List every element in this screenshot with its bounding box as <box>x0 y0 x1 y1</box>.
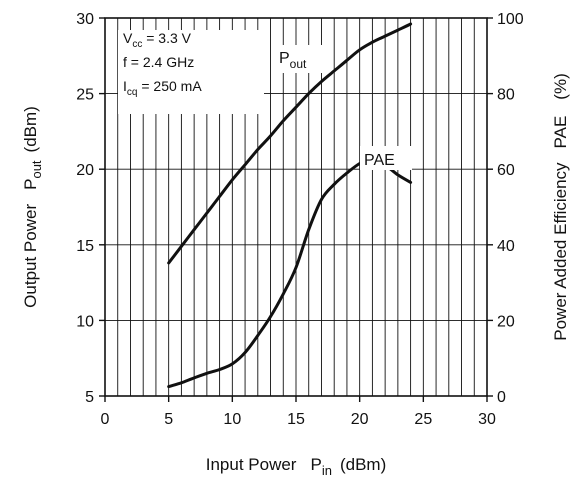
x-tick-label: 15 <box>287 411 305 428</box>
pout-series-label: Pout <box>279 50 307 71</box>
y-right-tick-label: 40 <box>497 238 515 255</box>
condition-vcc-sub: cc <box>132 39 142 50</box>
x-axis-title-symbol: P <box>310 455 321 474</box>
condition-vcc: Vcc = 3.3 V <box>123 30 192 50</box>
condition-icq-symbol: I <box>123 78 127 94</box>
pout-label-symbol: P <box>279 50 290 67</box>
y-left-tick-label: 30 <box>76 11 94 28</box>
x-tick-label: 30 <box>478 411 496 428</box>
condition-icq-sub: cq <box>127 87 138 98</box>
y-right-tick-label: 60 <box>497 162 515 179</box>
y-right-axis-title-unit: (%) <box>551 73 570 99</box>
condition-freq: f = 2.4 GHz <box>123 54 194 70</box>
pout-series-line <box>167 22 413 265</box>
condition-vcc-value: = 3.3 V <box>142 30 191 46</box>
y-right-axis-title: Power Added Efficiency PAE (%) <box>551 73 570 341</box>
condition-freq-value: = 2.4 GHz <box>127 54 194 70</box>
y-right-tick-label: 20 <box>497 313 515 330</box>
pae-label-group: PAE <box>360 146 412 170</box>
condition-icq: Icq = 250 mA <box>123 78 202 98</box>
y-right-axis-title-symbol: PAE <box>551 116 570 149</box>
pae-series-line <box>167 158 413 389</box>
y-right-axis-title-text: Power Added Efficiency <box>551 162 570 341</box>
x-axis-title-unit: (dBm) <box>340 455 386 474</box>
pae-series-label: PAE <box>364 152 395 169</box>
y-left-tick-label: 20 <box>76 162 94 179</box>
x-tick-label: 10 <box>223 411 241 428</box>
x-axis-title: Input Power Pin (dBm) <box>206 455 386 478</box>
x-tick-label: 20 <box>351 411 369 428</box>
condition-icq-value: = 250 mA <box>137 78 202 94</box>
y-left-tick-label: 5 <box>85 389 94 406</box>
x-tick-label: 5 <box>164 411 173 428</box>
y-left-axis-title-sub: out <box>29 160 44 178</box>
y-left-axis-title-unit: (dBm) <box>21 106 40 152</box>
condition-vcc-symbol: V <box>123 30 133 46</box>
pae-label-background <box>360 146 412 170</box>
x-axis-title-text: Input Power <box>206 455 297 474</box>
y-left-axis-title-symbol: P <box>21 179 40 190</box>
condition-freq-symbol: f <box>123 54 127 70</box>
pout-label-background <box>276 45 328 73</box>
pout-label-group: Pout <box>276 45 328 73</box>
x-axis-title-sub: in <box>322 463 332 478</box>
y-left-tick-label: 15 <box>76 238 94 255</box>
y-right-tick-label: 80 <box>497 87 515 104</box>
y-right-tick-label: 100 <box>497 11 524 28</box>
pout-label-sub: out <box>290 57 307 71</box>
y-left-axis-title: Output Power Pout (dBm) <box>21 106 44 308</box>
y-left-axis-title-text: Output Power <box>21 204 40 308</box>
conditions-box: Vcc = 3.3 V f = 2.4 GHz Icq = 250 mA <box>118 30 264 114</box>
x-tick-label: 25 <box>414 411 432 428</box>
y-right-tick-label: 0 <box>497 389 506 406</box>
conditions-background <box>118 30 264 114</box>
y-left-tick-label: 25 <box>76 87 94 104</box>
x-tick-label: 0 <box>101 411 110 428</box>
y-left-tick-label: 10 <box>76 313 94 330</box>
